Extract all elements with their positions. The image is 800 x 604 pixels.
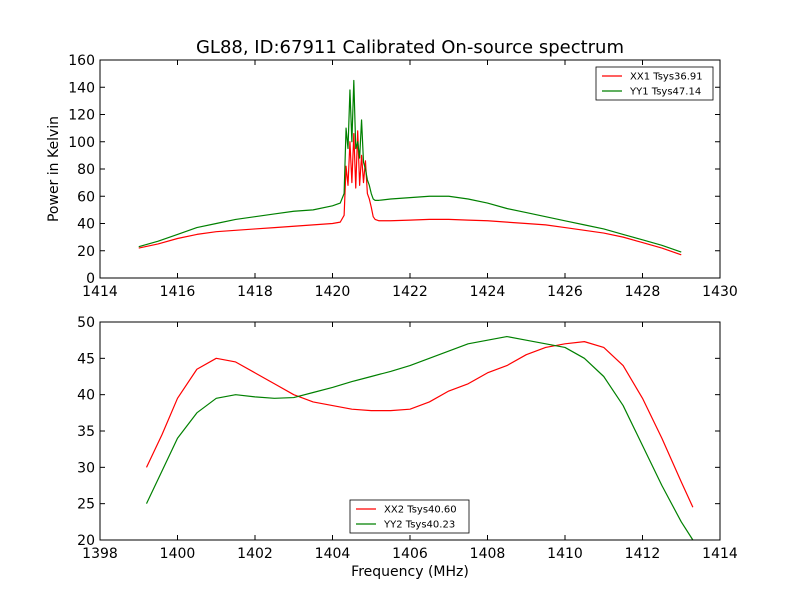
- x-tick-label: 1418: [237, 284, 273, 300]
- x-tick-label: 1414: [82, 284, 118, 300]
- x-tick-label: 1430: [702, 284, 738, 300]
- x-tick-label: 1424: [470, 284, 506, 300]
- legend-label: YY1 Tsys47.14: [629, 87, 701, 98]
- y-tick-label: 100: [68, 135, 95, 151]
- y-tick-label: 140: [68, 80, 95, 96]
- series-line-1-1: [138, 130, 682, 256]
- chart-panel-1: 1414 1416 1418 1420 1422 1424 1426 1428 1430 0 20 4…: [46, 53, 738, 300]
- y-tick-label: 20: [77, 244, 95, 260]
- x-tick-label: 1402: [237, 546, 273, 562]
- x-tick-label: 1398: [82, 546, 118, 562]
- legend-2: XX2 Tsys40.60 YY2 Tsys40.23: [349, 499, 470, 534]
- y-tick-label: 30: [77, 460, 95, 476]
- x-tick-label: 1420: [315, 284, 351, 300]
- series-line-2-2: [145, 335, 694, 541]
- x-tick-label: 1408: [470, 546, 506, 562]
- x-tick-label: 1428: [625, 284, 661, 300]
- figure-title: GL88, ID:67911 Calibrated On-source spec…: [196, 37, 624, 58]
- y-tick-label: 20: [77, 533, 95, 549]
- legend-label: XX2 Tsys40.60: [384, 505, 457, 516]
- y-tick-label: 80: [77, 162, 95, 178]
- legend-box: [349, 499, 470, 534]
- legend-box: [595, 66, 714, 101]
- y-tick-label: 0: [86, 271, 95, 287]
- x-tick-label: 1412: [625, 546, 661, 562]
- y-tick-label: 35: [77, 424, 95, 440]
- x-tick-label: 1414: [702, 546, 738, 562]
- series-line-2-1: [145, 341, 694, 508]
- x-axis-label: Frequency (MHz): [351, 564, 469, 580]
- y-tick-label: 160: [68, 53, 95, 69]
- y-axis-label: Power in Kelvin: [46, 116, 62, 222]
- y-tick-label: 60: [77, 189, 95, 205]
- y-tick-label: 40: [77, 388, 95, 404]
- y-tick-label: 50: [77, 315, 95, 331]
- y-tick-label: 120: [68, 108, 95, 124]
- x-tick-label: 1404: [315, 546, 351, 562]
- x-tick-label: 1410: [547, 546, 583, 562]
- y-tick-label: 45: [77, 351, 95, 367]
- y-tick-label: 40: [77, 217, 95, 233]
- legend-label: XX1 Tsys36.91: [630, 72, 703, 83]
- legend-label: YY2 Tsys40.23: [383, 520, 455, 531]
- chart-panel-2: 1398 1400 1402 1404 1406 1408 1410 1412 1414 20 25…: [77, 315, 738, 580]
- x-tick-label: 1406: [392, 546, 428, 562]
- x-tick-label: 1426: [547, 284, 583, 300]
- x-tick-label: 1400: [160, 546, 196, 562]
- series-line-1-2: [138, 79, 682, 253]
- x-tick-label: 1422: [392, 284, 428, 300]
- y-tick-label: 25: [77, 497, 95, 513]
- x-tick-label: 1416: [160, 284, 196, 300]
- legend-1: XX1 Tsys36.91 YY1 Tsys47.14: [595, 66, 714, 101]
